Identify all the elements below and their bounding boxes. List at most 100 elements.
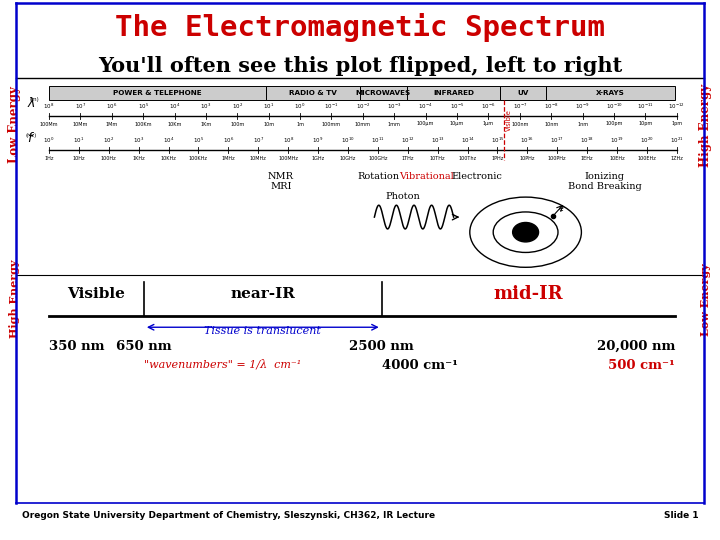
Text: 1MHz: 1MHz [222, 156, 235, 160]
Text: Electronic: Electronic [451, 172, 502, 181]
Text: 1Mm: 1Mm [106, 122, 118, 126]
Text: 100KHz: 100KHz [189, 156, 208, 160]
Text: 1Km: 1Km [200, 122, 212, 126]
Text: $10^{5}$: $10^{5}$ [193, 136, 204, 145]
Text: $10^{{15}}$: $10^{{15}}$ [490, 136, 504, 145]
Text: $10^{{-12}}$: $10^{{-12}}$ [668, 102, 685, 111]
Text: near-IR: near-IR [230, 287, 295, 301]
Text: 10nm: 10nm [544, 122, 558, 126]
Text: $10^{5}$: $10^{5}$ [138, 102, 149, 111]
Text: $10^{{11}}$: $10^{{11}}$ [371, 136, 384, 145]
Text: $10^{3}$: $10^{3}$ [200, 102, 212, 111]
Text: $10^{0}$: $10^{0}$ [294, 102, 306, 111]
Bar [500, 86, 546, 100]
Text: Ionizing
Bond Breaking: Ionizing Bond Breaking [568, 172, 642, 191]
Text: 1m: 1m [296, 122, 304, 126]
Text: Slide 1: Slide 1 [664, 511, 698, 520]
Text: 10PHz: 10PHz [520, 156, 535, 160]
Text: Rotation: Rotation [357, 172, 399, 181]
Text: 2500 nm: 2500 nm [349, 340, 414, 353]
Bar [546, 86, 675, 100]
Text: $10^{{12}}$: $10^{{12}}$ [401, 136, 415, 145]
Text: 10m: 10m [263, 122, 274, 126]
Text: UV: UV [518, 90, 528, 96]
Text: $10^{{-1}}$: $10^{{-1}}$ [324, 102, 338, 111]
Text: $f$: $f$ [27, 131, 35, 145]
Text: $10^{9}$: $10^{9}$ [312, 136, 324, 145]
Text: $10^{{20}}$: $10^{{20}}$ [640, 136, 654, 145]
Text: 20,000 nm: 20,000 nm [597, 340, 675, 353]
Text: 100μm: 100μm [417, 122, 434, 126]
Text: 100Thz: 100Thz [459, 156, 477, 160]
Text: Low Energy: Low Energy [8, 86, 21, 164]
Text: $10^{8}$: $10^{8}$ [282, 136, 294, 145]
Text: $10^{{-9}}$: $10^{{-9}}$ [575, 102, 590, 111]
Text: "wavenumbers" = 1/λ  cm⁻¹: "wavenumbers" = 1/λ cm⁻¹ [144, 359, 301, 369]
Text: (m): (m) [30, 97, 40, 102]
Text: 1ZHz: 1ZHz [670, 156, 683, 160]
Text: $10^{2}$: $10^{2}$ [103, 136, 114, 145]
Text: $10^{{-3}}$: $10^{{-3}}$ [387, 102, 402, 111]
Text: $10^{{-2}}$: $10^{{-2}}$ [356, 102, 370, 111]
Text: $10^{{-8}}$: $10^{{-8}}$ [544, 102, 559, 111]
Text: $10^{{17}}$: $10^{{17}}$ [550, 136, 564, 145]
Text: 100Km: 100Km [135, 122, 152, 126]
Text: NMR
MRI: NMR MRI [268, 172, 294, 191]
Text: 1mm: 1mm [388, 122, 401, 126]
Circle shape [513, 222, 539, 242]
Bar [49, 86, 266, 100]
Text: 10GHz: 10GHz [340, 156, 356, 160]
Text: 100mm: 100mm [322, 122, 341, 126]
Text: 500 cm⁻¹: 500 cm⁻¹ [608, 359, 675, 372]
Text: 1GHz: 1GHz [312, 156, 325, 160]
Text: $10^{{18}}$: $10^{{18}}$ [580, 136, 594, 145]
Text: $10^{{-5}}$: $10^{{-5}}$ [450, 102, 464, 111]
Text: $10^{3}$: $10^{3}$ [133, 136, 144, 145]
Text: 10pm: 10pm [639, 122, 652, 126]
Text: Low Energy: Low Energy [700, 263, 711, 335]
Text: Oregon State University Department of Chemistry, Sleszynski, CH362, IR Lecture: Oregon State University Department of Ch… [22, 511, 435, 520]
Text: 100Hz: 100Hz [101, 156, 117, 160]
Text: e⁻: e⁻ [559, 204, 567, 213]
Text: 100MHz: 100MHz [278, 156, 298, 160]
Text: 1PHz: 1PHz [491, 156, 503, 160]
Text: $10^{{14}}$: $10^{{14}}$ [461, 136, 474, 145]
Text: $10^{{-6}}$: $10^{{-6}}$ [481, 102, 495, 111]
Text: 1nm: 1nm [577, 122, 588, 126]
Text: Visible: Visible [506, 109, 512, 131]
Text: 1Hz: 1Hz [44, 156, 54, 160]
Text: $10^{4}$: $10^{4}$ [163, 136, 174, 145]
Text: 1μm: 1μm [483, 122, 494, 126]
Text: 100PHz: 100PHz [548, 156, 567, 160]
Text: 1EHz: 1EHz [581, 156, 593, 160]
Text: $\lambda$: $\lambda$ [27, 96, 35, 110]
Text: 10mm: 10mm [355, 122, 371, 126]
Text: $10^{6}$: $10^{6}$ [222, 136, 234, 145]
Text: 1THz: 1THz [402, 156, 414, 160]
Text: 350 nm: 350 nm [49, 340, 104, 353]
Text: $10^{{-10}}$: $10^{{-10}}$ [606, 102, 623, 111]
Text: High Energy: High Energy [9, 260, 20, 339]
Text: $10^{4}$: $10^{4}$ [169, 102, 180, 111]
Text: 10KHz: 10KHz [161, 156, 176, 160]
Text: $10^{{-11}}$: $10^{{-11}}$ [637, 102, 654, 111]
Text: 10THz: 10THz [430, 156, 446, 160]
Text: 100pm: 100pm [606, 122, 623, 126]
Text: MICROWAVES: MICROWAVES [356, 90, 411, 96]
Text: $10^{1}$: $10^{1}$ [263, 102, 274, 111]
Text: POWER & TELEPHONE: POWER & TELEPHONE [113, 90, 202, 96]
Bar [266, 86, 360, 100]
Text: $10^{{-7}}$: $10^{{-7}}$ [513, 102, 527, 111]
Text: The Electromagnetic Spectrum: The Electromagnetic Spectrum [115, 12, 605, 42]
Text: 1KHz: 1KHz [132, 156, 145, 160]
Text: 100Mm: 100Mm [40, 122, 58, 126]
Text: High Energy: High Energy [699, 84, 712, 166]
Text: 650 nm: 650 nm [116, 340, 172, 353]
Text: $10^{{10}}$: $10^{{10}}$ [341, 136, 355, 145]
Text: $10^{7}$: $10^{7}$ [75, 102, 86, 111]
Text: $10^{{19}}$: $10^{{19}}$ [610, 136, 624, 145]
Text: $10^{2}$: $10^{2}$ [232, 102, 243, 111]
Text: Tissue is translucent: Tissue is translucent [204, 326, 321, 336]
Text: Visible: Visible [68, 287, 125, 301]
Text: You'll often see this plot flipped, left to right: You'll often see this plot flipped, left… [98, 56, 622, 76]
